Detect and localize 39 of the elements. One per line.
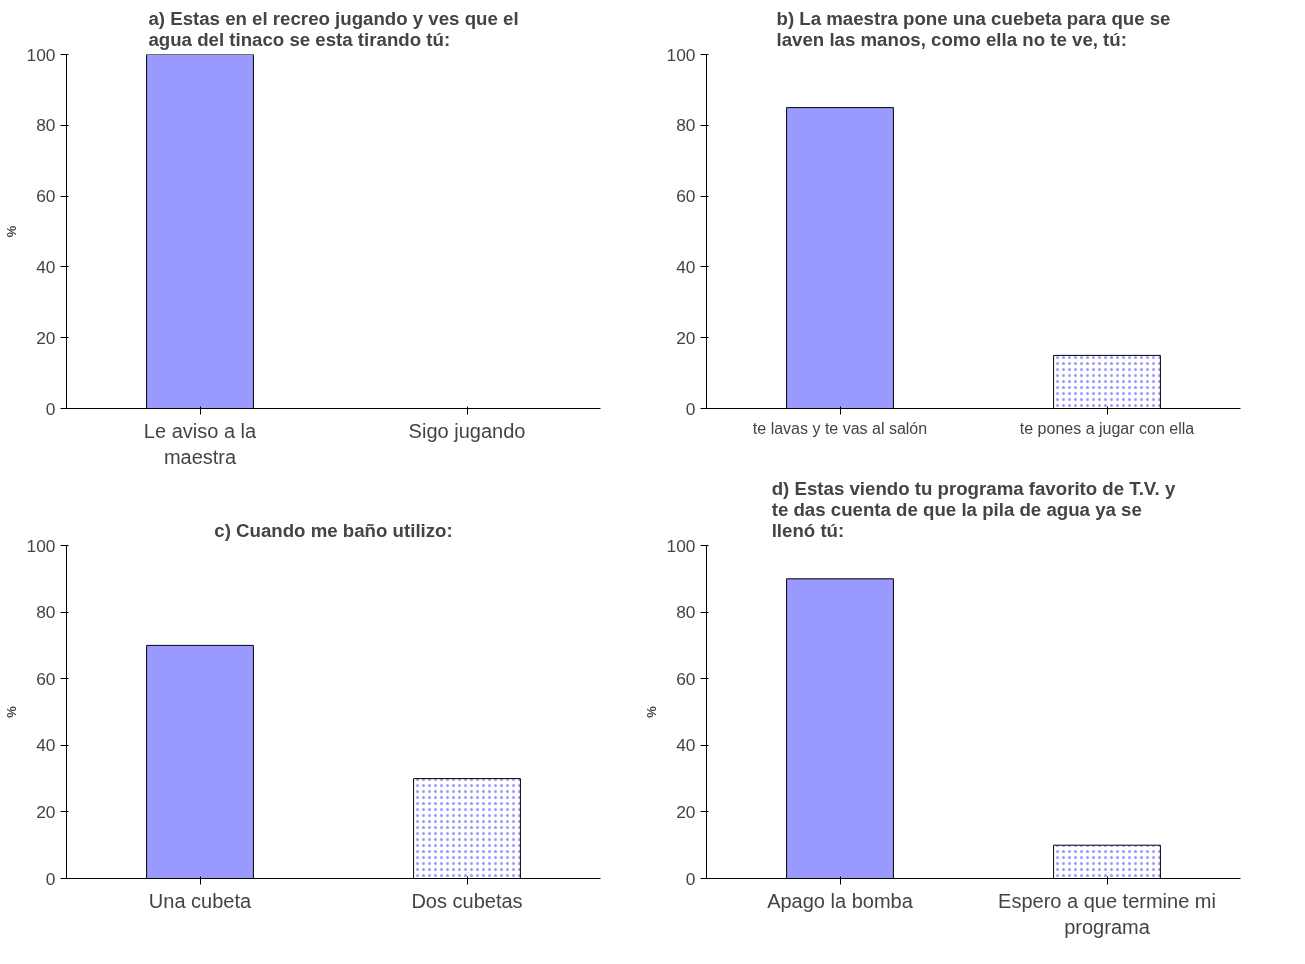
y-tick-label: 60 — [36, 668, 56, 689]
y-tick-label: 100 — [666, 44, 696, 65]
y-tick-label: 0 — [45, 398, 56, 419]
chart-title: a) Estas en el recreo jugando y ves que el agua del tinaco se esta tirando tú: — [148, 7, 519, 50]
y-tick-label: 80 — [36, 115, 56, 136]
y-tick-label: 100 — [26, 535, 56, 556]
y-tick-label: 100 — [666, 535, 696, 556]
y-tick-label: 60 — [676, 668, 696, 689]
x-tick-label: te lavas y te vas al salón — [752, 419, 928, 437]
y-axis-title: % — [3, 225, 19, 238]
y-tick-label: 0 — [685, 868, 696, 889]
y-tick-label: 40 — [36, 735, 56, 756]
chart-title: d) Estas viendo tu programa favorito de T.V. y te das cuenta de que la pila de agua ya se llenó tú: — [771, 477, 1176, 541]
y-tick-label: 0 — [685, 398, 696, 419]
y-tick-label: 20 — [36, 327, 56, 348]
x-tick-label: Una cubeta — [148, 889, 253, 912]
y-tick-label: 40 — [36, 256, 56, 277]
chart-title: b) La maestra pone una cuebeta para que se laven las manos, como ella no te ve, tú: — [776, 7, 1171, 50]
chart-title: c) Cuando me baño utilizo: — [214, 519, 453, 541]
y-tick-label: 80 — [36, 602, 56, 623]
y-tick-label: 20 — [676, 327, 696, 348]
y-tick-label: 40 — [676, 735, 696, 756]
y-tick-label: 60 — [676, 186, 696, 207]
x-tick-label: Dos cubetas — [411, 889, 523, 912]
x-tick-label: Le aviso a la maestra — [143, 419, 258, 468]
x-tick-label: Espero a que termine mi programa — [998, 889, 1216, 938]
y-axis-title: % — [3, 705, 19, 718]
x-tick-label: te pones a jugar con ella — [1019, 419, 1195, 437]
y-tick-label: 20 — [36, 801, 56, 822]
y-tick-label: 80 — [676, 602, 696, 623]
x-tick-label: Apago la bomba — [767, 889, 914, 912]
y-tick-label: 100 — [26, 44, 56, 65]
y-axis-title: % — [643, 705, 659, 718]
y-tick-label: 60 — [36, 186, 56, 207]
x-tick-label: Sigo jugando — [408, 419, 526, 442]
y-tick-label: 80 — [676, 115, 696, 136]
y-tick-label: 20 — [676, 801, 696, 822]
y-tick-label: 40 — [676, 256, 696, 277]
y-tick-label: 0 — [45, 868, 56, 889]
